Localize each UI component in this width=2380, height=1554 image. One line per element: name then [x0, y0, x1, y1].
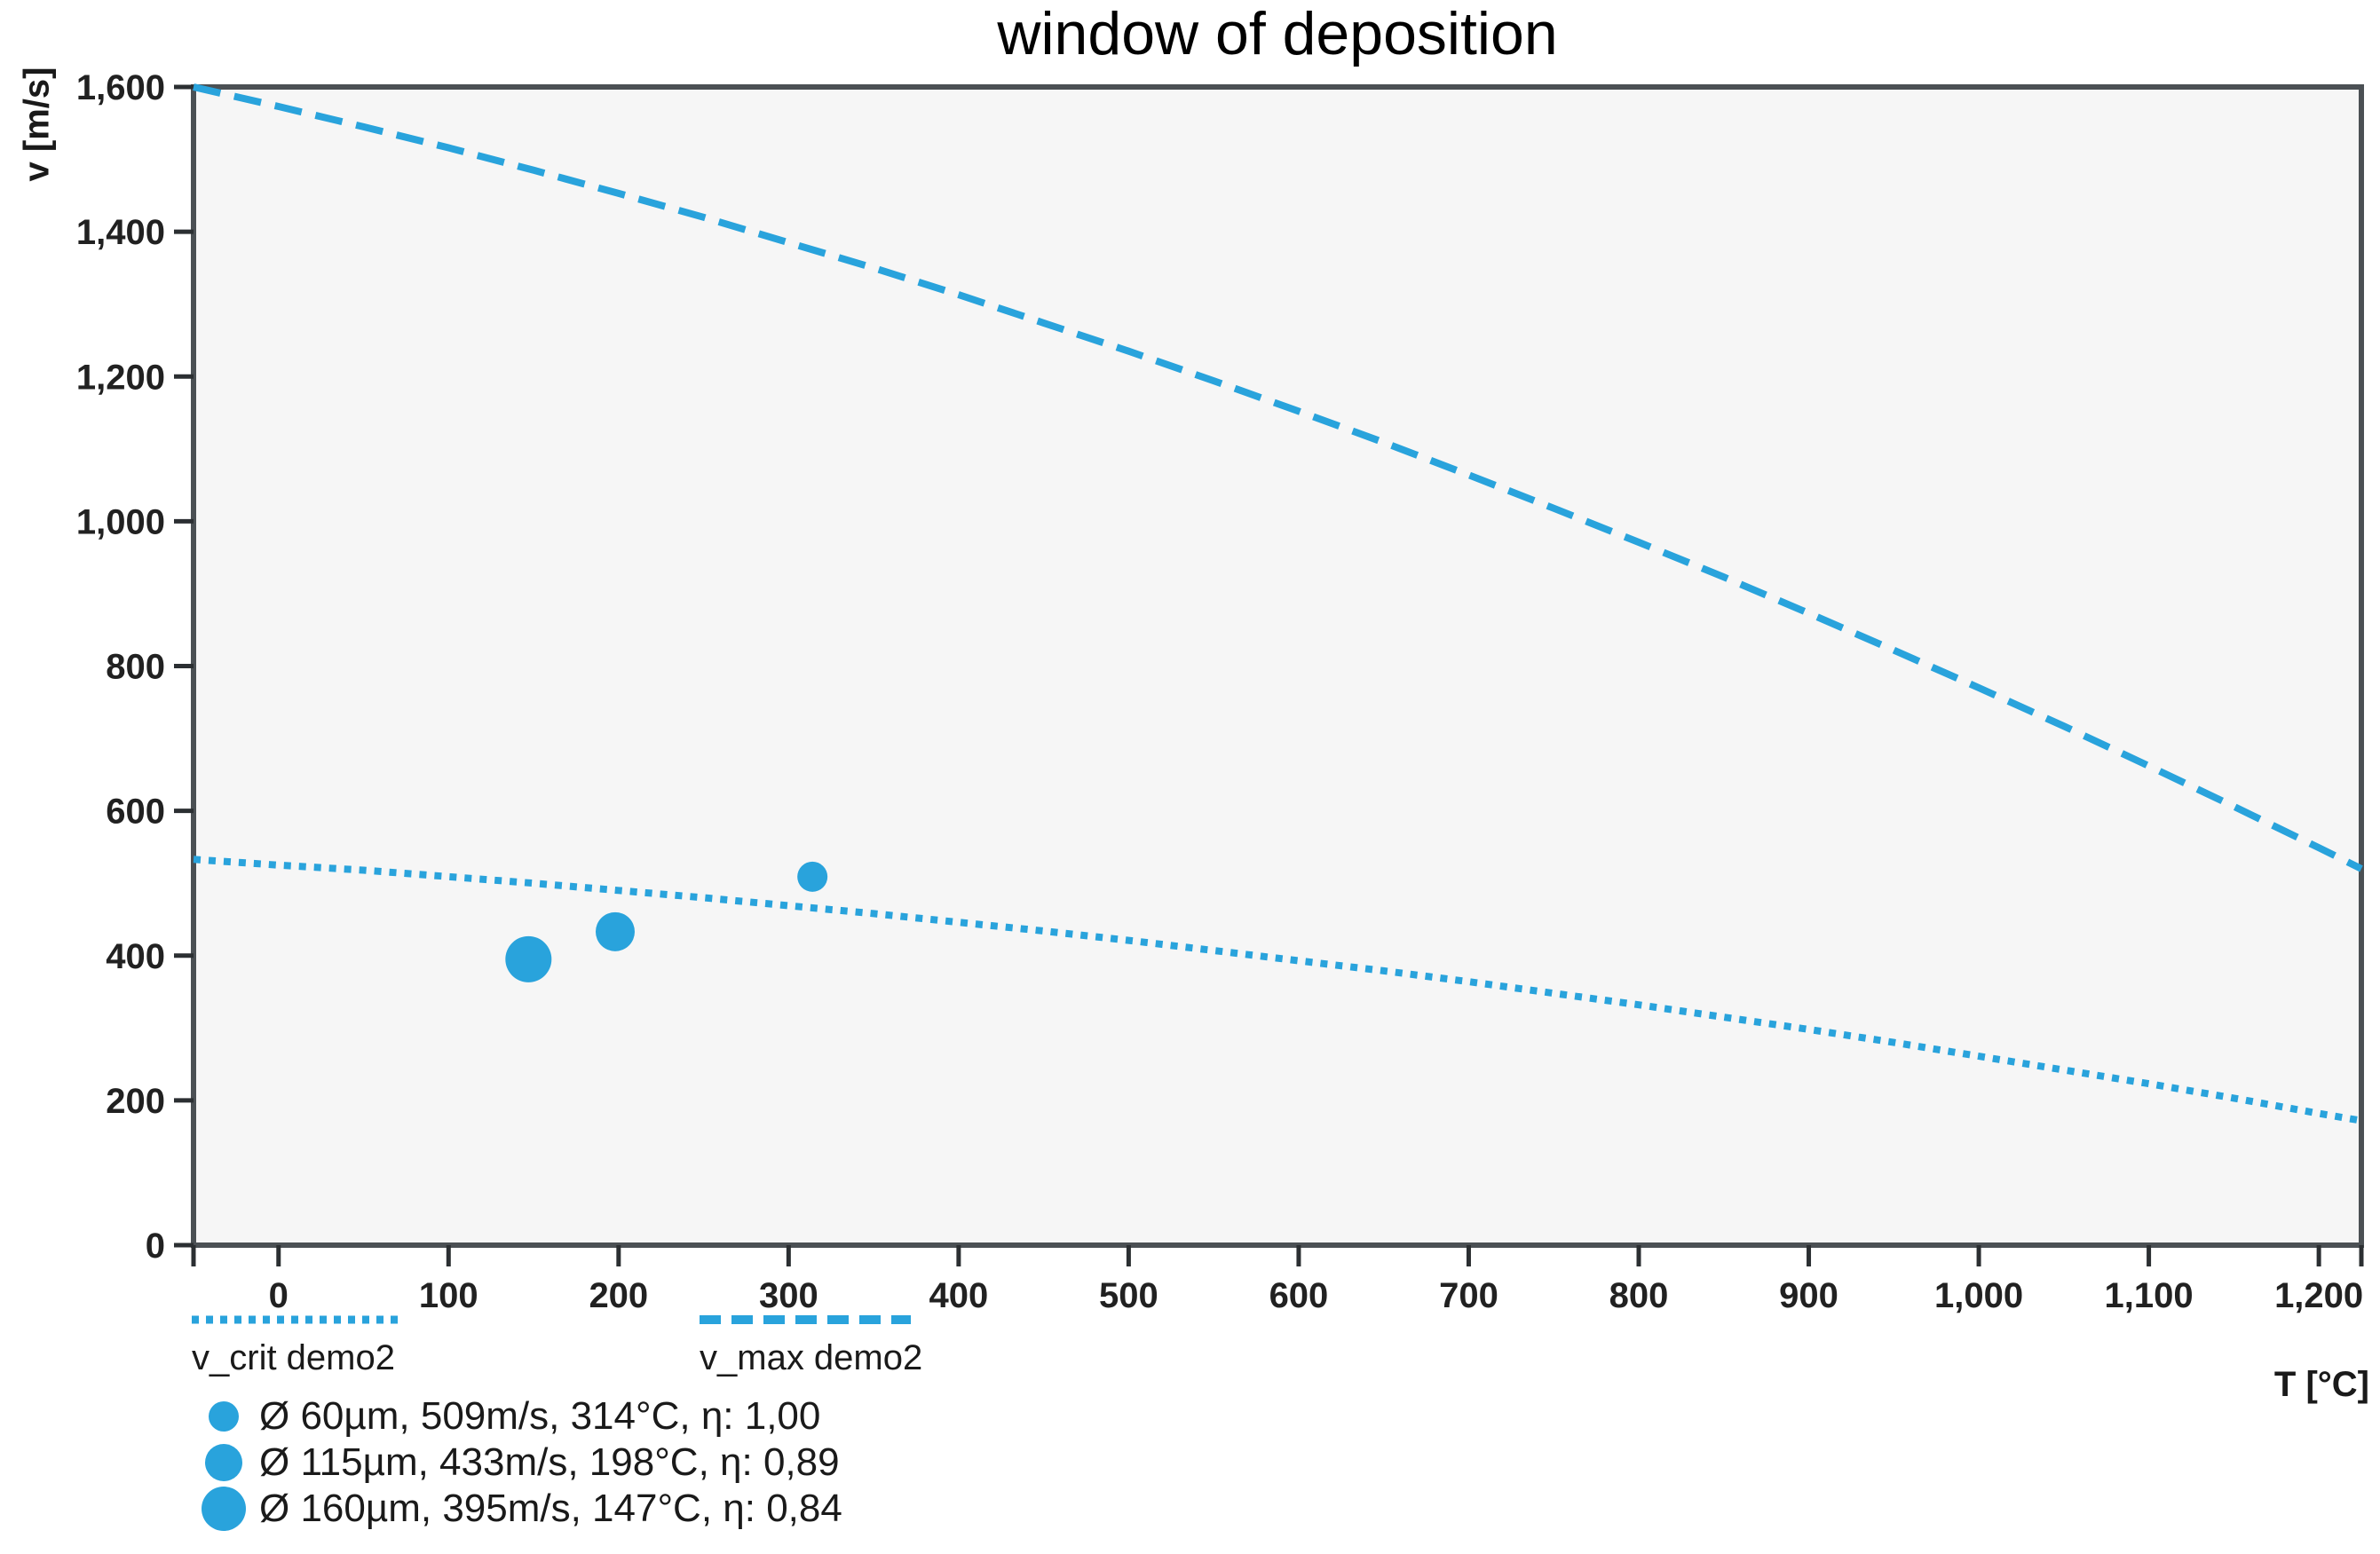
y-tick-label: 800: [106, 648, 165, 687]
scatter-legend-label: Ø 160µm, 395m/s, 147°C, η: 0,84: [259, 1487, 842, 1530]
legend-item-v-max: v_max demo2: [700, 1313, 922, 1378]
x-tick-label: 300: [759, 1276, 818, 1315]
circle-marker-small-icon: [209, 1401, 239, 1432]
scatter-legend-label: Ø 60µm, 509m/s, 314°C, η: 1,00: [259, 1394, 821, 1438]
x-tick-label: 900: [1779, 1276, 1838, 1315]
x-tick-label: 800: [1609, 1276, 1669, 1315]
scatter-legend: Ø 60µm, 509m/s, 314°C, η: 1,00 Ø 115µm, …: [192, 1393, 842, 1532]
x-tick-label: 700: [1439, 1276, 1498, 1315]
y-tick-label: 0: [146, 1227, 165, 1266]
scatter-legend-label: Ø 115µm, 433m/s, 198°C, η: 0,89: [259, 1440, 840, 1484]
scatter-legend-row: Ø 115µm, 433m/s, 198°C, η: 0,89: [192, 1440, 842, 1486]
x-tick-label: 500: [1099, 1276, 1158, 1315]
chart-title: window of deposition: [997, 0, 1558, 67]
y-tick-label: 1,400: [76, 213, 165, 252]
y-axis-title: v [m/s]: [17, 67, 57, 182]
scatter-legend-row: Ø 160µm, 395m/s, 147°C, η: 0,84: [192, 1486, 842, 1532]
legend-label-v-max: v_max demo2: [700, 1338, 923, 1377]
x-tick-label: 0: [269, 1276, 289, 1315]
x-tick-label: 600: [1269, 1276, 1329, 1315]
legend-label-v-crit: v_crit demo2: [192, 1338, 395, 1377]
scatter-point: [595, 911, 635, 951]
y-tick-label: 1,200: [76, 358, 165, 397]
plot-frame: [191, 84, 2364, 1248]
x-tick-label: 100: [419, 1276, 478, 1315]
scatter-point: [797, 861, 828, 892]
x-tick-label: 200: [589, 1276, 648, 1315]
x-tick-label: 1,200: [2274, 1276, 2363, 1315]
circle-marker-large-icon: [202, 1487, 246, 1531]
dashed-line-sample-icon: [700, 1315, 911, 1324]
scatter-legend-row: Ø 60µm, 509m/s, 314°C, η: 1,00: [192, 1393, 842, 1440]
y-tick-label: 1,600: [76, 68, 165, 107]
y-tick-label: 400: [106, 937, 165, 976]
x-axis-title: T [°C]: [2273, 1365, 2369, 1404]
circle-marker-medium-icon: [205, 1444, 242, 1481]
legend-item-v-crit: v_crit demo2: [192, 1313, 403, 1378]
y-tick-label: 600: [106, 793, 165, 832]
scatter-point: [505, 935, 552, 982]
x-tick-label: 1,000: [1934, 1276, 2023, 1315]
y-tick-label: 1,000: [76, 502, 165, 541]
x-tick-label: 1,100: [2105, 1276, 2194, 1315]
y-tick-label: 200: [106, 1082, 165, 1121]
x-tick-label: 400: [929, 1276, 989, 1315]
v-max-curve: [193, 83, 2363, 872]
dotted-line-sample-icon: [192, 1315, 403, 1324]
